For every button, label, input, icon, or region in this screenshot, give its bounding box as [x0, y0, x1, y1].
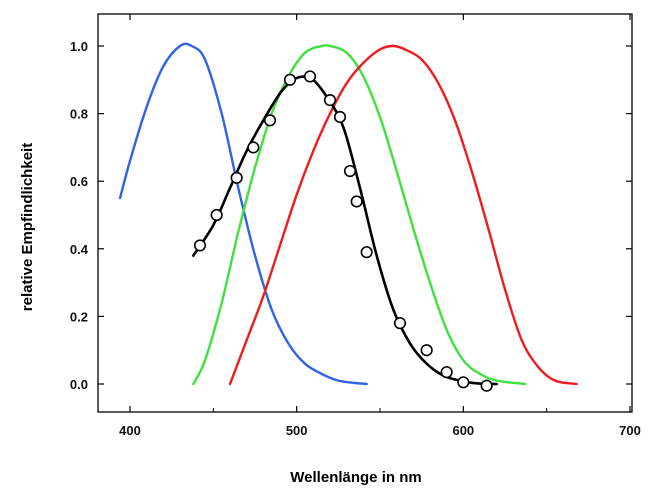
data-point-marker	[230, 171, 243, 184]
data-point-marker	[210, 208, 223, 222]
data-point-marker	[350, 195, 363, 208]
data-point-marker	[480, 379, 493, 392]
x-axis: 400 500 600 700	[119, 14, 641, 438]
y-axis: 0.0 0.2 0.4 0.6 0.8 1.0	[70, 39, 632, 392]
series-line-red	[228, 44, 578, 386]
x-tick-label: 600	[452, 423, 474, 438]
plot-border	[97, 13, 633, 413]
marker-layer	[193, 70, 493, 392]
x-tick-label: 700	[619, 423, 641, 438]
data-point-marker	[193, 239, 207, 252]
y-tick-label: 0.4	[70, 242, 89, 257]
data-point-marker	[393, 317, 407, 330]
data-point-marker	[457, 376, 470, 389]
data-point-marker	[440, 366, 453, 379]
y-tick-label: 1.0	[70, 39, 88, 54]
y-tick-label: 0.8	[70, 107, 88, 122]
data-point-marker	[283, 73, 297, 86]
y-axis-title: relative Empfindlichkeit	[19, 143, 36, 311]
data-point-marker	[343, 164, 357, 178]
y-tick-label: 0.0	[70, 377, 88, 392]
data-point-marker	[303, 70, 317, 83]
y-tick-label: 0.6	[70, 174, 88, 189]
x-tick-label: 500	[286, 423, 308, 438]
data-point-marker	[247, 141, 260, 154]
data-point-marker	[360, 246, 373, 259]
plot-frame	[97, 13, 633, 413]
data-point-marker	[263, 114, 277, 127]
series-line-green	[192, 43, 527, 386]
y-tick-label: 0.2	[70, 309, 88, 324]
data-point-marker	[323, 93, 337, 107]
data-point-marker	[420, 344, 433, 357]
data-point-marker	[333, 110, 347, 124]
x-tick-label: 400	[119, 423, 141, 438]
x-axis-title: Wellenlänge in nm	[290, 469, 421, 486]
series-line-blue	[118, 42, 368, 386]
